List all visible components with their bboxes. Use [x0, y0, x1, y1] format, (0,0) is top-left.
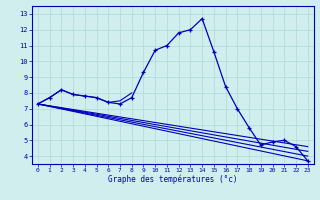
X-axis label: Graphe des températures (°c): Graphe des températures (°c)	[108, 175, 237, 184]
